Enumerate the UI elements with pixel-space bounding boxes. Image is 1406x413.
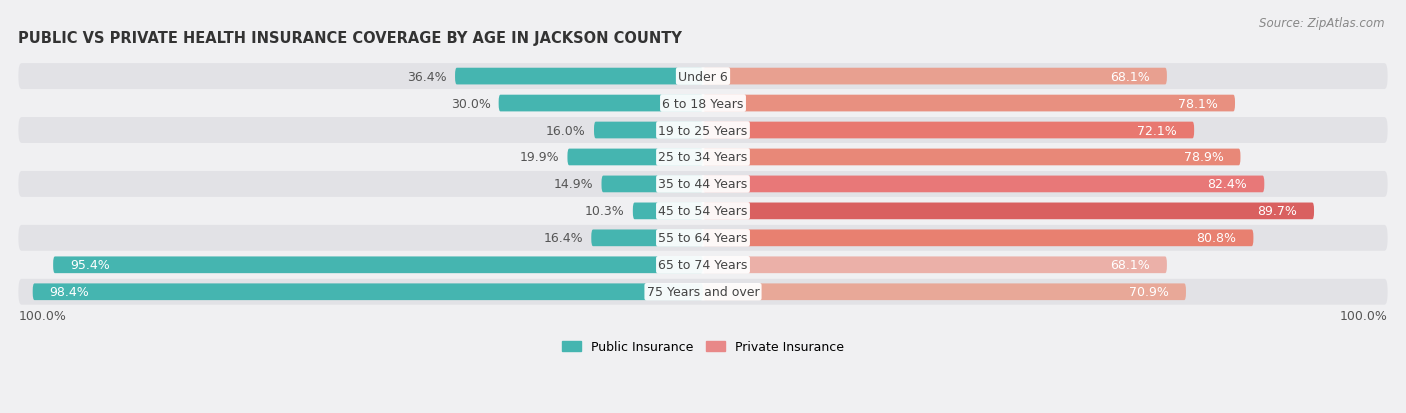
Text: 36.4%: 36.4%: [408, 70, 447, 83]
Text: 6 to 18 Years: 6 to 18 Years: [662, 97, 744, 110]
FancyBboxPatch shape: [703, 95, 1234, 112]
FancyBboxPatch shape: [18, 118, 1388, 144]
Text: 68.1%: 68.1%: [1111, 259, 1150, 272]
FancyBboxPatch shape: [703, 284, 1187, 300]
Text: 19.9%: 19.9%: [520, 151, 560, 164]
Text: 19 to 25 Years: 19 to 25 Years: [658, 124, 748, 137]
Text: 65 to 74 Years: 65 to 74 Years: [658, 259, 748, 272]
FancyBboxPatch shape: [18, 225, 1388, 251]
FancyBboxPatch shape: [703, 149, 1240, 166]
FancyBboxPatch shape: [456, 69, 703, 85]
Text: 16.4%: 16.4%: [544, 232, 583, 245]
Text: Source: ZipAtlas.com: Source: ZipAtlas.com: [1260, 17, 1385, 29]
FancyBboxPatch shape: [703, 69, 1167, 85]
FancyBboxPatch shape: [18, 145, 1388, 171]
Text: 100.0%: 100.0%: [18, 309, 66, 323]
Text: 78.9%: 78.9%: [1184, 151, 1223, 164]
FancyBboxPatch shape: [53, 257, 703, 273]
Text: PUBLIC VS PRIVATE HEALTH INSURANCE COVERAGE BY AGE IN JACKSON COUNTY: PUBLIC VS PRIVATE HEALTH INSURANCE COVER…: [18, 31, 682, 46]
FancyBboxPatch shape: [703, 176, 1264, 193]
FancyBboxPatch shape: [18, 171, 1388, 197]
FancyBboxPatch shape: [499, 95, 703, 112]
FancyBboxPatch shape: [18, 279, 1388, 305]
Text: 35 to 44 Years: 35 to 44 Years: [658, 178, 748, 191]
Text: 72.1%: 72.1%: [1137, 124, 1177, 137]
FancyBboxPatch shape: [18, 252, 1388, 278]
Text: 98.4%: 98.4%: [49, 285, 90, 299]
Text: 30.0%: 30.0%: [450, 97, 491, 110]
Text: 78.1%: 78.1%: [1178, 97, 1218, 110]
FancyBboxPatch shape: [18, 91, 1388, 117]
FancyBboxPatch shape: [18, 64, 1388, 90]
Text: 100.0%: 100.0%: [1340, 309, 1388, 323]
FancyBboxPatch shape: [633, 203, 703, 220]
FancyBboxPatch shape: [32, 284, 703, 300]
Text: 55 to 64 Years: 55 to 64 Years: [658, 232, 748, 245]
Text: 80.8%: 80.8%: [1197, 232, 1236, 245]
Text: 16.0%: 16.0%: [546, 124, 586, 137]
FancyBboxPatch shape: [18, 199, 1388, 224]
Text: 10.3%: 10.3%: [585, 205, 624, 218]
Text: 70.9%: 70.9%: [1129, 285, 1168, 299]
FancyBboxPatch shape: [593, 122, 703, 139]
FancyBboxPatch shape: [703, 230, 1253, 247]
Text: 95.4%: 95.4%: [70, 259, 110, 272]
FancyBboxPatch shape: [703, 122, 1194, 139]
FancyBboxPatch shape: [703, 257, 1167, 273]
FancyBboxPatch shape: [592, 230, 703, 247]
Text: 45 to 54 Years: 45 to 54 Years: [658, 205, 748, 218]
FancyBboxPatch shape: [568, 149, 703, 166]
Text: 82.4%: 82.4%: [1208, 178, 1247, 191]
Text: Under 6: Under 6: [678, 70, 728, 83]
Text: 68.1%: 68.1%: [1111, 70, 1150, 83]
Text: 14.9%: 14.9%: [554, 178, 593, 191]
Text: 75 Years and over: 75 Years and over: [647, 285, 759, 299]
Text: 25 to 34 Years: 25 to 34 Years: [658, 151, 748, 164]
Legend: Public Insurance, Private Insurance: Public Insurance, Private Insurance: [557, 335, 849, 358]
Text: 89.7%: 89.7%: [1257, 205, 1296, 218]
FancyBboxPatch shape: [602, 176, 703, 193]
FancyBboxPatch shape: [703, 203, 1315, 220]
